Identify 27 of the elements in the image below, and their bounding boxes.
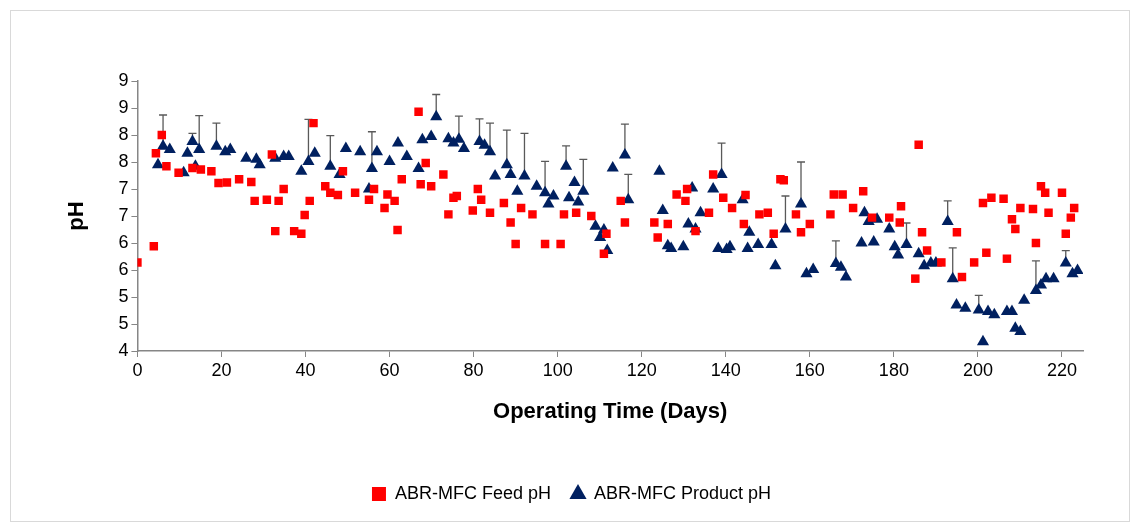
y-tick-label: 6 [118,231,129,252]
x-tick-label: 80 [463,359,484,380]
y-tick-label: 9 [118,96,129,117]
x-tick-label: 100 [542,359,573,380]
y-tick-label: 8 [118,150,129,171]
y-axis-title: pH [63,201,89,231]
x-tick-label: 0 [132,359,143,380]
y-tick-label: 7 [118,177,129,198]
y-tick-label: 9 [118,69,129,90]
y-tick-label: 8 [118,123,129,144]
legend-label: ABR-MFC Feed pH [394,482,552,503]
y-tick-label: 7 [118,204,129,225]
x-tick-label: 160 [794,359,825,380]
x-tick-label: 140 [710,359,741,380]
y-tick-label: 5 [118,285,129,306]
legend-label: ABR-MFC Product pH [594,482,772,503]
x-tick-label: 200 [962,359,993,380]
x-tick-label: 20 [211,359,232,380]
y-tick-label: 4 [118,339,129,360]
x-tick-label: 220 [1046,359,1078,380]
x-tick-label: 40 [295,359,316,380]
y-tick-label: 5 [118,312,129,333]
x-tick-label: 180 [878,359,909,380]
y-tick-label: 6 [118,258,129,279]
x-tick-label: 60 [379,359,400,380]
x-axis-title: Operating Time (Days) [493,397,728,423]
x-tick-label: 120 [626,359,657,380]
